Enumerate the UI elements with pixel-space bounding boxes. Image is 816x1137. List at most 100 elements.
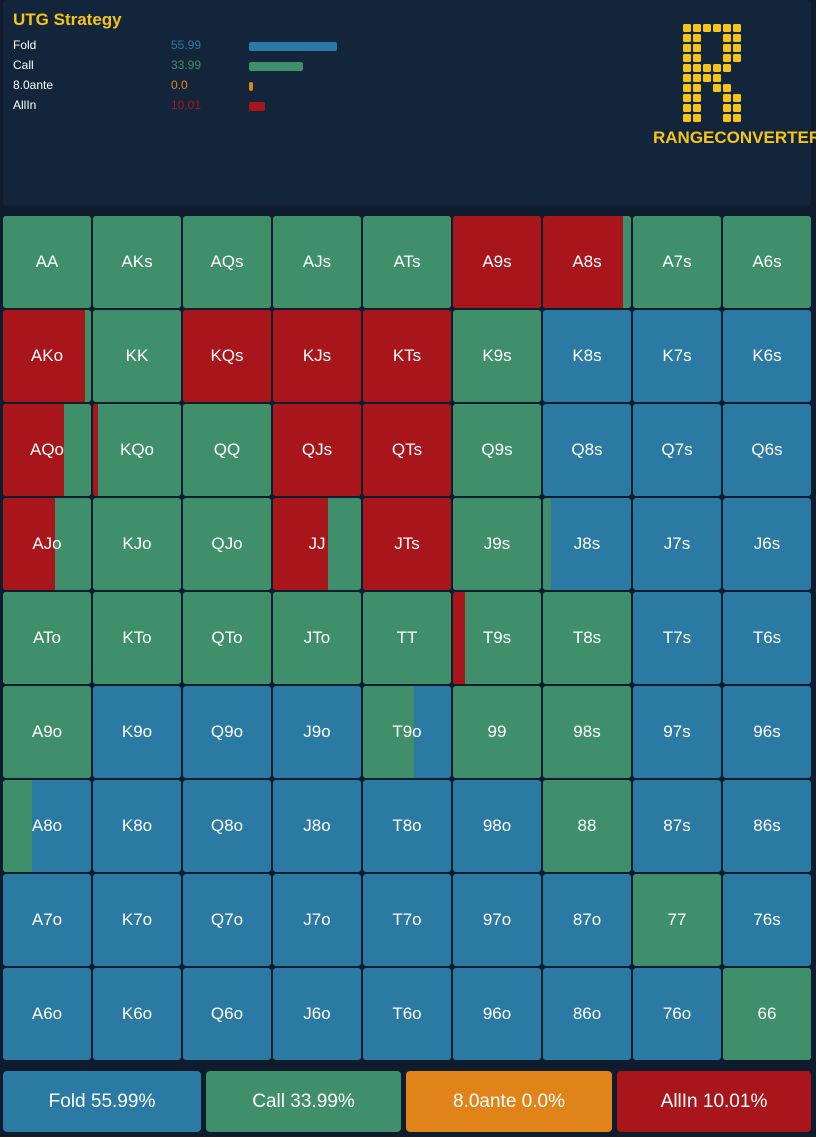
hand-cell-a7o[interactable]: A7o xyxy=(3,874,91,966)
hand-cell-76o[interactable]: 76o xyxy=(633,968,721,1060)
hand-cell-q6o[interactable]: Q6o xyxy=(183,968,271,1060)
hand-label: K7o xyxy=(121,910,153,929)
hand-cell-a7s[interactable]: A7s xyxy=(633,216,721,308)
hand-label: Q6o xyxy=(210,1004,244,1023)
hand-cell-kts[interactable]: KTs xyxy=(363,310,451,402)
hand-cell-qq[interactable]: QQ xyxy=(183,404,271,496)
hand-cell-a9s[interactable]: A9s xyxy=(453,216,541,308)
hand-cell-ats[interactable]: ATs xyxy=(363,216,451,308)
hand-cell-j9s[interactable]: J9s xyxy=(453,498,541,590)
hand-cell-k9s[interactable]: K9s xyxy=(453,310,541,402)
allin-segment xyxy=(93,404,99,496)
legend-value: 0.0 xyxy=(171,78,188,92)
hand-cell-qjs[interactable]: QJs xyxy=(273,404,361,496)
hand-cell-66[interactable]: 66 xyxy=(723,968,811,1060)
hand-cell-ajs[interactable]: AJs xyxy=(273,216,361,308)
hand-cell-96s[interactable]: 96s xyxy=(723,686,811,778)
legend-row-allin: AllIn 10.01 xyxy=(13,98,373,114)
hand-cell-a6o[interactable]: A6o xyxy=(3,968,91,1060)
hand-cell-ato[interactable]: ATo xyxy=(3,592,91,684)
ante-summary-button[interactable]: 8.0ante 0.0% xyxy=(406,1071,612,1132)
hand-cell-k7o[interactable]: K7o xyxy=(93,874,181,966)
hand-cell-ajo[interactable]: AJo xyxy=(3,498,91,590)
hand-cell-tt[interactable]: TT xyxy=(363,592,451,684)
hand-cell-t7s[interactable]: T7s xyxy=(633,592,721,684)
hand-cell-j8o[interactable]: J8o xyxy=(273,780,361,872)
hand-cell-q6s[interactable]: Q6s xyxy=(723,404,811,496)
hand-cell-q7o[interactable]: Q7o xyxy=(183,874,271,966)
hand-cell-t9o[interactable]: T9o xyxy=(363,686,451,778)
hand-cell-q9s[interactable]: Q9s xyxy=(453,404,541,496)
hand-cell-aqs[interactable]: AQs xyxy=(183,216,271,308)
call-segment xyxy=(633,874,721,966)
hand-cell-jto[interactable]: JTo xyxy=(273,592,361,684)
hand-cell-aqo[interactable]: AQo xyxy=(3,404,91,496)
hand-cell-a8o[interactable]: A8o xyxy=(3,780,91,872)
hand-cell-t6o[interactable]: T6o xyxy=(363,968,451,1060)
hand-cell-k8s[interactable]: K8s xyxy=(543,310,631,402)
hand-cell-qts[interactable]: QTs xyxy=(363,404,451,496)
hand-label: AA xyxy=(35,252,59,271)
hand-cell-qto[interactable]: QTo xyxy=(183,592,271,684)
hand-cell-j8s[interactable]: J8s xyxy=(543,498,631,590)
hand-cell-97o[interactable]: 97o xyxy=(453,874,541,966)
hand-label: K6o xyxy=(121,1004,153,1023)
hand-cell-k6s[interactable]: K6s xyxy=(723,310,811,402)
hand-cell-t6s[interactable]: T6s xyxy=(723,592,811,684)
hand-cell-kqo[interactable]: KQo xyxy=(93,404,181,496)
hand-cell-jj[interactable]: JJ xyxy=(273,498,361,590)
hand-cell-a6s[interactable]: A6s xyxy=(723,216,811,308)
hand-cell-j6s[interactable]: J6s xyxy=(723,498,811,590)
hand-cell-aa[interactable]: AA xyxy=(3,216,91,308)
hand-cell-j6o[interactable]: J6o xyxy=(273,968,361,1060)
hand-cell-88[interactable]: 88 xyxy=(543,780,631,872)
hand-cell-86o[interactable]: 86o xyxy=(543,968,631,1060)
hand-cell-kjs[interactable]: KJs xyxy=(273,310,361,402)
hand-label: QTs xyxy=(391,440,423,459)
hand-label: T8o xyxy=(392,816,422,835)
hand-cell-q8o[interactable]: Q8o xyxy=(183,780,271,872)
hand-cell-76s[interactable]: 76s xyxy=(723,874,811,966)
call-summary-button[interactable]: Call 33.99% xyxy=(206,1071,401,1132)
hand-label: 87s xyxy=(663,816,691,835)
hand-cell-kk[interactable]: KK xyxy=(93,310,181,402)
call-segment xyxy=(363,216,451,308)
hand-cell-t8o[interactable]: T8o xyxy=(363,780,451,872)
hand-cell-kqs[interactable]: KQs xyxy=(183,310,271,402)
hand-label: Q9o xyxy=(210,722,244,741)
hand-cell-t8s[interactable]: T8s xyxy=(543,592,631,684)
hand-cell-kto[interactable]: KTo xyxy=(93,592,181,684)
hand-cell-86s[interactable]: 86s xyxy=(723,780,811,872)
hand-cell-k8o[interactable]: K8o xyxy=(93,780,181,872)
hand-cell-k9o[interactable]: K9o xyxy=(93,686,181,778)
hand-cell-77[interactable]: 77 xyxy=(633,874,721,966)
hand-cell-t9s[interactable]: T9s xyxy=(453,592,541,684)
hand-cell-98s[interactable]: 98s xyxy=(543,686,631,778)
hand-cell-ako[interactable]: AKo xyxy=(3,310,91,402)
hand-cell-a9o[interactable]: A9o xyxy=(3,686,91,778)
hand-cell-q9o[interactable]: Q9o xyxy=(183,686,271,778)
hand-cell-a8s[interactable]: A8s xyxy=(543,216,631,308)
hand-cell-k7s[interactable]: K7s xyxy=(633,310,721,402)
hand-cell-99[interactable]: 99 xyxy=(453,686,541,778)
hand-cell-aks[interactable]: AKs xyxy=(93,216,181,308)
hand-cell-t7o[interactable]: T7o xyxy=(363,874,451,966)
hand-cell-j9o[interactable]: J9o xyxy=(273,686,361,778)
hand-cell-96o[interactable]: 96o xyxy=(453,968,541,1060)
hand-cell-97s[interactable]: 97s xyxy=(633,686,721,778)
hand-cell-kjo[interactable]: KJo xyxy=(93,498,181,590)
hand-cell-k6o[interactable]: K6o xyxy=(93,968,181,1060)
hand-cell-jts[interactable]: JTs xyxy=(363,498,451,590)
hand-cell-98o[interactable]: 98o xyxy=(453,780,541,872)
fold-summary-button[interactable]: Fold 55.99% xyxy=(3,1071,201,1132)
hand-cell-87s[interactable]: 87s xyxy=(633,780,721,872)
hand-cell-87o[interactable]: 87o xyxy=(543,874,631,966)
hand-label: KJs xyxy=(302,346,332,365)
hand-cell-q8s[interactable]: Q8s xyxy=(543,404,631,496)
hand-cell-qjo[interactable]: QJo xyxy=(183,498,271,590)
hand-cell-j7s[interactable]: J7s xyxy=(633,498,721,590)
hand-cell-j7o[interactable]: J7o xyxy=(273,874,361,966)
allin-summary-button[interactable]: AllIn 10.01% xyxy=(617,1071,811,1132)
hand-cell-q7s[interactable]: Q7s xyxy=(633,404,721,496)
legend-row-fold: Fold 55.99 xyxy=(13,38,373,54)
